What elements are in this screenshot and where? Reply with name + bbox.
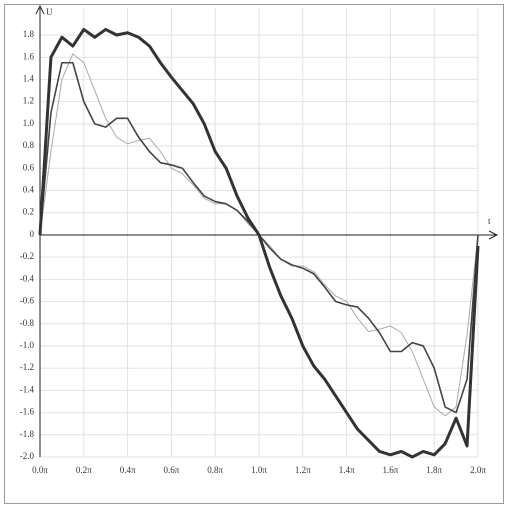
y-tick-label: 1.6 (23, 51, 35, 61)
y-tick-label: -0.2 (20, 251, 34, 261)
x-tick-label: 1.8π (426, 465, 442, 475)
y-tick-label: 1.4 (23, 73, 35, 83)
x-tick-label: 0.8π (207, 465, 223, 475)
line-series (38, 27, 480, 459)
y-tick-label: -0.6 (20, 296, 35, 306)
y-tick-label: -1.6 (20, 407, 35, 417)
y-tick-label: -1.0 (20, 340, 35, 350)
x-tick-label: 0.4π (120, 465, 136, 475)
y-tick-label: 0.2 (23, 207, 34, 217)
frame (4, 4, 504, 504)
y-tick-label: 1.0 (23, 118, 35, 128)
x-axis-label: t (488, 216, 491, 226)
x-tick-label: 1.2π (295, 465, 311, 475)
x-tick-label: 1.4π (339, 465, 355, 475)
y-tick-label: -1.2 (20, 362, 34, 372)
y-tick-label: -1.4 (20, 384, 35, 394)
y-tick-label: 1.2 (23, 96, 34, 106)
y-tick-label: 0.4 (23, 185, 35, 195)
x-tick-label: 2.0π (470, 465, 486, 475)
y-tick-label: -0.4 (20, 273, 35, 283)
y-tick-label: 1.8 (23, 29, 35, 39)
y-arrow (35, 4, 45, 15)
y-tick-label: -1.8 (20, 429, 35, 439)
x-tick-label: 0.6π (164, 465, 180, 475)
y-axis-label: U (46, 7, 53, 17)
y-tick-label: 0.8 (23, 140, 35, 150)
x-tick-label: 0.0π (32, 465, 48, 475)
y-tick-label: -2.0 (20, 451, 35, 461)
y-tick-label: -0.8 (20, 318, 35, 328)
x-tick-label: 1.0π (251, 465, 267, 475)
x-arrow (488, 230, 499, 240)
x-tick-label: 0.2π (76, 465, 92, 475)
y-tick-label: 0.6 (23, 162, 35, 172)
y-tick-label: 0 (30, 229, 35, 239)
x-tick-label: 1.6π (383, 465, 399, 475)
